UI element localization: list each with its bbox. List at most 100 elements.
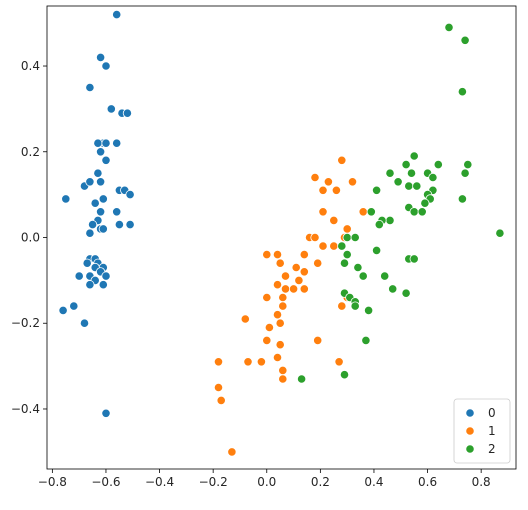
x-tick-label: −0.8 — [38, 475, 67, 489]
y-axis: −0.4 −0.2 0.0 0.2 0.4 — [11, 59, 47, 416]
data-point — [353, 262, 363, 273]
data-point — [82, 258, 92, 268]
data-point — [318, 241, 328, 251]
data-point — [112, 138, 122, 148]
data-point — [278, 292, 288, 303]
data-point — [444, 22, 454, 33]
data-point — [256, 357, 266, 367]
data-point — [388, 284, 398, 294]
data-point — [98, 194, 108, 204]
series-1 — [213, 155, 368, 457]
y-tick-label: 0.0 — [21, 231, 40, 245]
data-point — [371, 185, 382, 195]
data-point — [460, 35, 470, 45]
data-point — [278, 374, 288, 384]
data-point — [125, 220, 135, 230]
data-point — [339, 258, 350, 268]
data-point — [272, 352, 283, 363]
data-point — [457, 87, 467, 97]
data-point — [294, 275, 304, 285]
data-point — [280, 284, 291, 294]
data-point — [409, 254, 419, 264]
data-point — [339, 370, 350, 380]
data-point — [101, 61, 111, 71]
legend-label: 0 — [488, 406, 496, 420]
data-point — [313, 335, 323, 345]
data-point — [342, 232, 352, 243]
data-point — [272, 250, 283, 260]
x-tick-label: −0.4 — [145, 475, 174, 489]
data-point — [262, 250, 272, 260]
data-point — [216, 395, 226, 405]
data-point — [358, 271, 368, 281]
legend-marker — [465, 426, 475, 436]
data-point — [90, 198, 100, 208]
data-point — [495, 228, 505, 238]
data-point — [337, 301, 347, 311]
x-tick-label: −0.6 — [91, 475, 120, 489]
data-point — [85, 280, 95, 290]
data-point — [363, 305, 374, 315]
data-point — [310, 172, 320, 183]
data-point — [331, 185, 341, 195]
x-tick-label: 0.2 — [311, 475, 330, 489]
data-point — [313, 258, 323, 268]
data-point — [262, 292, 272, 303]
data-point — [85, 82, 95, 93]
data-point — [460, 168, 470, 178]
data-point — [299, 250, 309, 260]
data-point — [61, 194, 71, 204]
data-point — [291, 262, 301, 273]
data-point — [85, 177, 95, 187]
data-point — [374, 220, 384, 230]
data-point — [417, 207, 427, 217]
data-point — [96, 147, 106, 157]
data-point — [385, 168, 395, 178]
data-point — [380, 271, 390, 281]
legend-marker — [465, 408, 475, 418]
data-point — [347, 177, 358, 187]
series-0 — [58, 10, 135, 418]
legend: 0 1 2 — [453, 398, 511, 464]
data-point — [350, 232, 360, 243]
data-point — [85, 228, 95, 238]
data-point — [227, 447, 237, 457]
data-point — [275, 340, 285, 350]
data-point — [334, 357, 344, 367]
x-tick-label: 0.6 — [418, 475, 437, 489]
legend-label: 2 — [488, 442, 496, 456]
y-tick-label: 0.2 — [21, 145, 40, 159]
data-point — [401, 288, 411, 298]
data-point — [420, 198, 430, 208]
data-point — [409, 207, 419, 217]
x-tick-label: 0.8 — [472, 475, 491, 489]
data-point — [404, 181, 414, 191]
axes-frame — [46, 5, 517, 470]
data-point — [122, 108, 133, 118]
data-point — [125, 190, 135, 200]
legend-label: 1 — [488, 424, 496, 438]
y-tick-label: 0.4 — [21, 59, 40, 73]
data-point — [96, 207, 106, 217]
data-point — [74, 271, 84, 281]
data-point — [112, 207, 122, 217]
data-point — [278, 365, 288, 375]
data-point — [318, 207, 328, 217]
data-point — [96, 52, 106, 63]
data-point — [329, 215, 339, 225]
data-point — [112, 10, 122, 20]
x-tick-label: 0.0 — [257, 475, 276, 489]
data-point — [79, 318, 90, 328]
x-tick-label: 0.4 — [364, 475, 383, 489]
data-point — [106, 104, 116, 114]
data-point — [323, 177, 333, 187]
data-point — [213, 357, 224, 367]
y-tick-label: −0.4 — [11, 402, 40, 416]
data-point — [457, 194, 467, 204]
data-point — [366, 207, 376, 217]
data-point — [58, 305, 68, 315]
data-point — [69, 301, 79, 311]
data-point — [371, 245, 382, 255]
data-point — [262, 335, 272, 345]
